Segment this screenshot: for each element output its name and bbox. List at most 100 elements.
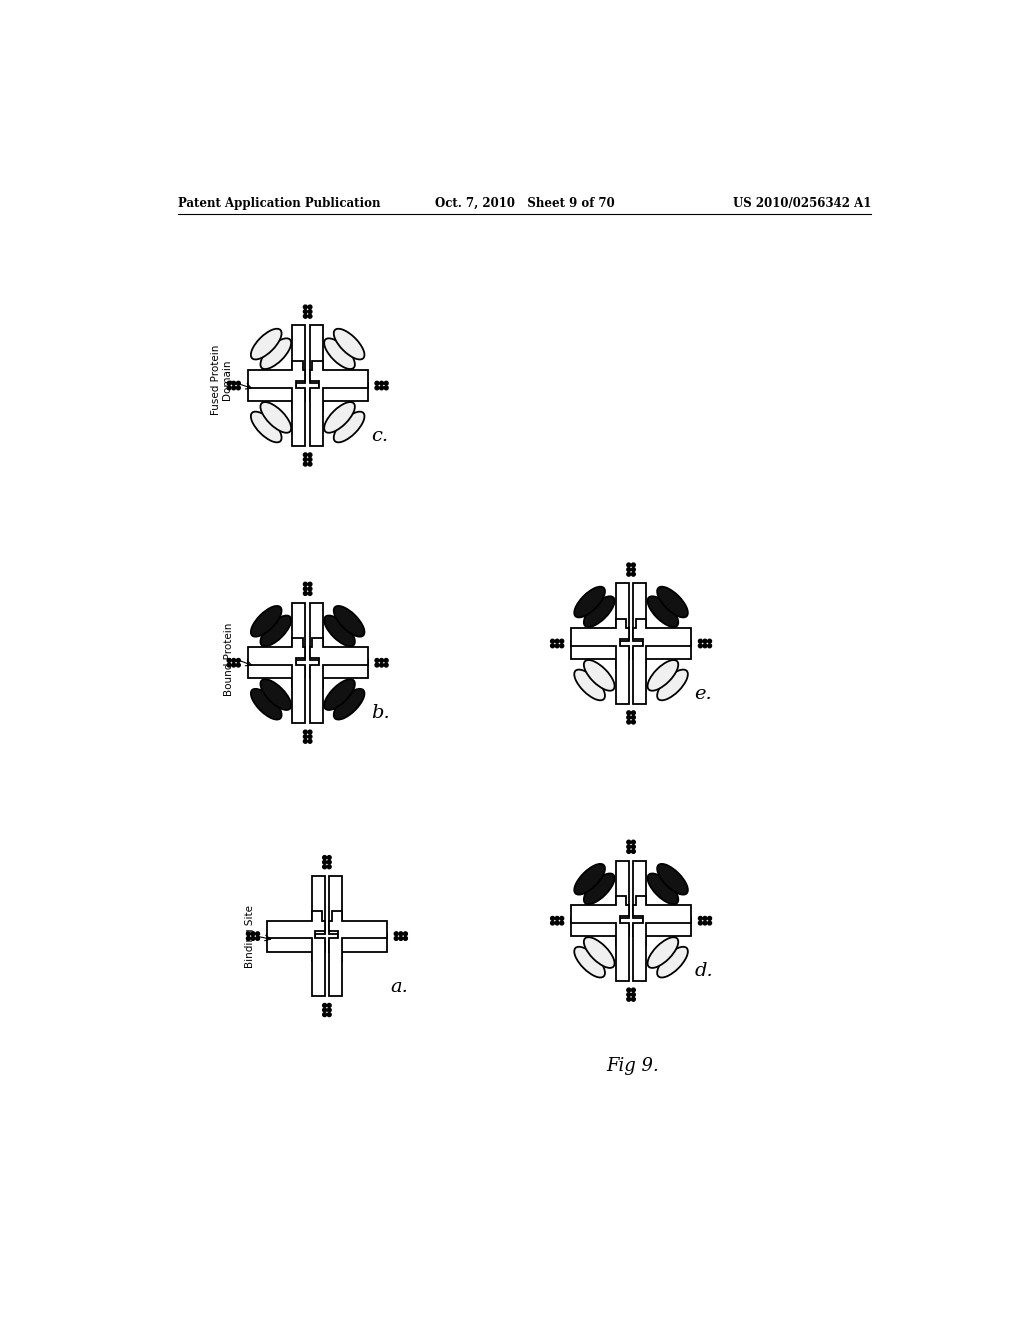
Circle shape — [308, 735, 312, 739]
Circle shape — [384, 659, 388, 663]
Circle shape — [247, 936, 250, 940]
Circle shape — [698, 639, 702, 643]
Circle shape — [627, 715, 631, 719]
Polygon shape — [634, 896, 691, 981]
Circle shape — [308, 462, 312, 466]
Circle shape — [303, 587, 307, 591]
Text: Fig 9.: Fig 9. — [606, 1057, 659, 1074]
Circle shape — [303, 582, 307, 586]
Circle shape — [560, 644, 563, 648]
Circle shape — [308, 314, 312, 318]
Circle shape — [555, 921, 559, 925]
Circle shape — [251, 932, 255, 936]
Circle shape — [231, 659, 236, 663]
Ellipse shape — [584, 597, 614, 627]
Circle shape — [399, 932, 402, 936]
Circle shape — [627, 721, 631, 723]
Circle shape — [632, 564, 635, 566]
Circle shape — [237, 663, 241, 667]
Ellipse shape — [260, 615, 291, 647]
Ellipse shape — [657, 669, 688, 701]
Circle shape — [708, 921, 712, 925]
Ellipse shape — [657, 863, 688, 895]
Circle shape — [632, 989, 635, 991]
Circle shape — [231, 385, 236, 389]
Polygon shape — [248, 638, 305, 723]
Text: Bound Protein: Bound Protein — [224, 622, 234, 696]
Circle shape — [303, 314, 307, 318]
Circle shape — [632, 841, 635, 843]
Ellipse shape — [334, 689, 365, 719]
Ellipse shape — [260, 680, 291, 710]
Circle shape — [708, 639, 712, 643]
Circle shape — [394, 936, 398, 940]
Circle shape — [627, 998, 631, 1001]
Text: Oct. 7, 2010   Sheet 9 of 70: Oct. 7, 2010 Sheet 9 of 70 — [435, 197, 614, 210]
Text: d.: d. — [694, 962, 713, 981]
Ellipse shape — [325, 403, 355, 433]
Circle shape — [627, 989, 631, 991]
Circle shape — [632, 850, 635, 853]
Text: Binding Site: Binding Site — [245, 904, 255, 968]
Polygon shape — [634, 619, 691, 704]
Circle shape — [384, 381, 388, 385]
Polygon shape — [571, 583, 629, 668]
Circle shape — [227, 385, 231, 389]
Polygon shape — [571, 861, 629, 945]
Circle shape — [303, 739, 307, 743]
Text: Fused Protein
Domain: Fused Protein Domain — [211, 345, 232, 416]
Circle shape — [551, 644, 554, 648]
Ellipse shape — [574, 586, 605, 618]
Circle shape — [227, 381, 231, 385]
Circle shape — [323, 1008, 327, 1012]
Circle shape — [632, 721, 635, 723]
Circle shape — [627, 573, 631, 576]
Circle shape — [698, 916, 702, 920]
Circle shape — [399, 936, 402, 940]
Circle shape — [308, 310, 312, 314]
Circle shape — [632, 715, 635, 719]
Circle shape — [303, 453, 307, 457]
Ellipse shape — [251, 689, 282, 719]
Circle shape — [308, 739, 312, 743]
Circle shape — [256, 936, 259, 940]
Circle shape — [632, 568, 635, 572]
Ellipse shape — [325, 615, 355, 647]
Ellipse shape — [657, 946, 688, 978]
Ellipse shape — [657, 586, 688, 618]
Circle shape — [328, 1012, 331, 1016]
Circle shape — [627, 845, 631, 849]
Circle shape — [380, 385, 384, 389]
Circle shape — [231, 381, 236, 385]
Circle shape — [308, 305, 312, 309]
Circle shape — [384, 663, 388, 667]
Circle shape — [323, 865, 327, 869]
Circle shape — [403, 932, 408, 936]
Ellipse shape — [251, 606, 282, 636]
Circle shape — [703, 644, 707, 648]
Circle shape — [555, 639, 559, 643]
Polygon shape — [310, 603, 368, 688]
Circle shape — [632, 993, 635, 997]
Polygon shape — [330, 876, 387, 961]
Circle shape — [551, 639, 554, 643]
Circle shape — [627, 841, 631, 843]
Ellipse shape — [647, 937, 678, 968]
Ellipse shape — [334, 606, 365, 636]
Circle shape — [237, 381, 241, 385]
Text: a.: a. — [390, 978, 408, 995]
Circle shape — [560, 639, 563, 643]
Ellipse shape — [574, 863, 605, 895]
Circle shape — [551, 916, 554, 920]
Circle shape — [303, 310, 307, 314]
Circle shape — [703, 921, 707, 925]
Circle shape — [551, 921, 554, 925]
Ellipse shape — [574, 669, 605, 701]
Circle shape — [632, 711, 635, 714]
Ellipse shape — [260, 403, 291, 433]
Circle shape — [708, 916, 712, 920]
Circle shape — [303, 730, 307, 734]
Circle shape — [231, 663, 236, 667]
Circle shape — [308, 591, 312, 595]
Circle shape — [308, 453, 312, 457]
